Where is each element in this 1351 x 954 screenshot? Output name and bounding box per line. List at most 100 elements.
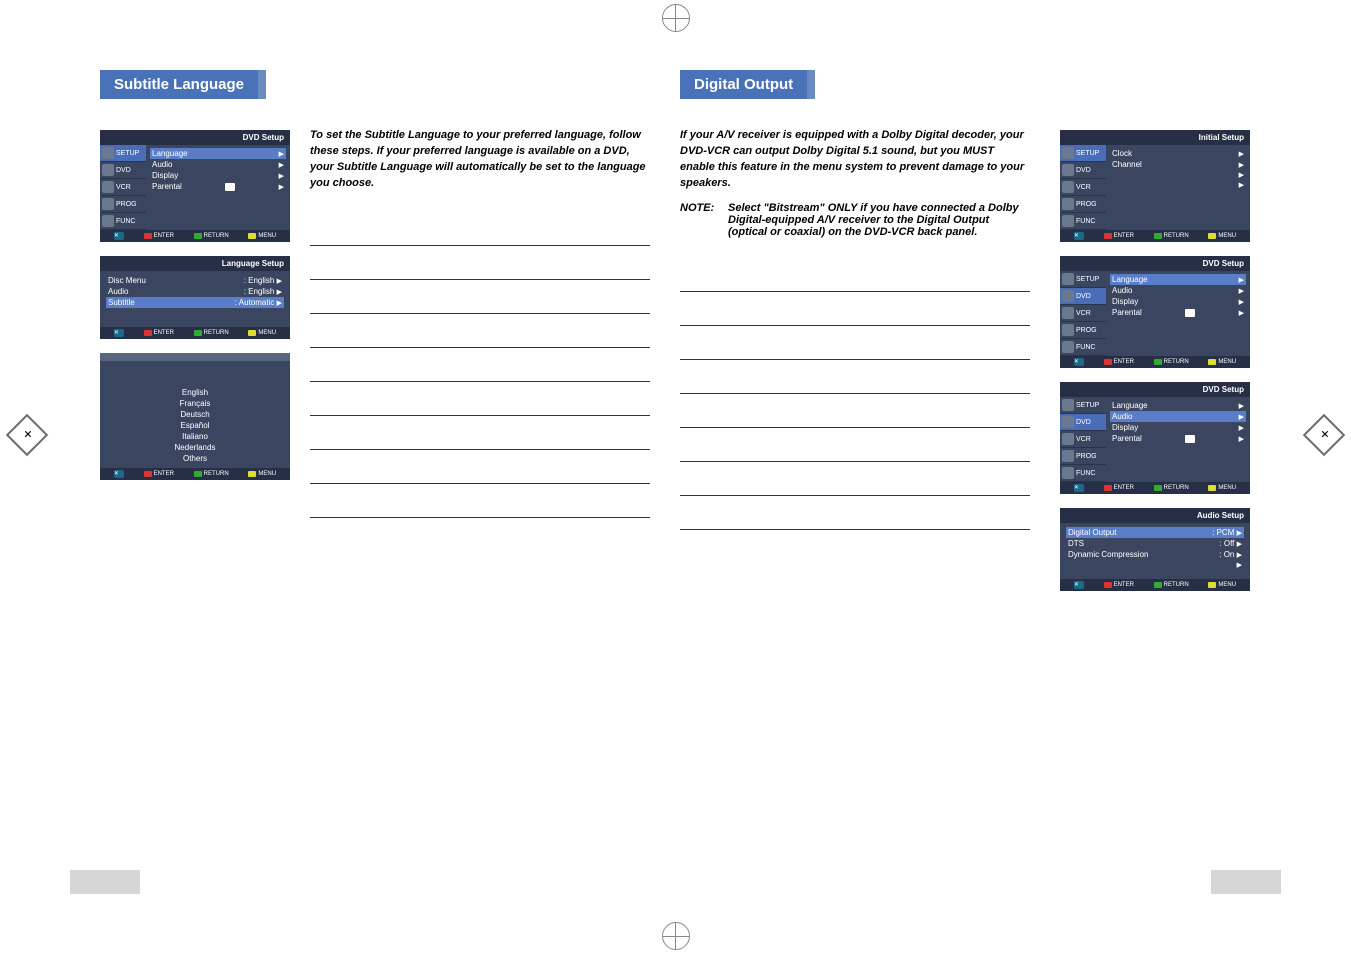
close-icon[interactable]: ✕ — [1074, 484, 1084, 492]
menu-row[interactable]: Dynamic Compression: On ▶ — [1066, 549, 1244, 560]
menu-row[interactable]: Channel▶ — [1110, 159, 1246, 170]
chevron-right-icon: ▶ — [277, 300, 282, 307]
sidebar-label: DVD — [116, 167, 131, 174]
screen-dvd-setup-audio: DVD Setup SETUP DVD VCR PROG FUNC Langua… — [1060, 382, 1250, 494]
sidebar-setup[interactable]: SETUP — [1060, 397, 1106, 414]
menu-row[interactable]: Audio: English ▶ — [106, 286, 284, 297]
menu-row[interactable]: Digital Output: PCM ▶ — [1066, 527, 1244, 538]
menu-label: Language — [1112, 401, 1148, 410]
menu-row[interactable]: Parental▶ — [1110, 307, 1246, 318]
menu-value: : PCM — [1212, 528, 1234, 537]
footer-return: RETURN — [204, 330, 229, 336]
sidebar-prog[interactable]: PROG — [1060, 322, 1106, 339]
menu-row[interactable]: Audio▶ — [1110, 285, 1246, 296]
panel-sidebar: SETUP DVD VCR PROG FUNC — [1060, 271, 1106, 356]
menu-row[interactable]: Display▶ — [1110, 296, 1246, 307]
digital-intro: If your A/V receiver is equipped with a … — [680, 128, 1030, 192]
sidebar-label: SETUP — [1076, 402, 1099, 409]
close-icon[interactable]: ✕ — [114, 329, 124, 337]
blank-lines-right — [680, 258, 1030, 530]
menu-label: Audio — [152, 160, 172, 169]
sidebar-func[interactable]: FUNC — [100, 213, 146, 230]
chevron-right-icon: ▶ — [279, 172, 284, 180]
sidebar-func[interactable]: FUNC — [1060, 213, 1106, 230]
note-block: NOTE: Select "Bitstream" ONLY if you hav… — [680, 202, 1030, 238]
section-header-subtitle: Subtitle Language — [100, 70, 266, 99]
sidebar-label: PROG — [116, 201, 137, 208]
right-text-col: If your A/V receiver is equipped with a … — [680, 128, 1030, 530]
sidebar-func[interactable]: FUNC — [1060, 339, 1106, 356]
sidebar-label: DVD — [1076, 419, 1091, 426]
sidebar-setup[interactable]: SETUP — [100, 145, 146, 162]
language-option[interactable]: Deutsch — [100, 409, 290, 420]
menu-row[interactable]: Display▶ — [1110, 422, 1246, 433]
menu-row[interactable]: Audio▶ — [150, 159, 286, 170]
language-list: English Français Deutsch Español Italian… — [100, 361, 290, 468]
screen-language-setup: Language Setup Disc Menu: English ▶ Audi… — [100, 256, 290, 339]
sidebar-dvd[interactable]: DVD — [100, 162, 146, 179]
lock-icon — [1185, 435, 1195, 443]
menu-value: : English — [244, 276, 275, 285]
lock-icon — [225, 183, 235, 191]
sidebar-dvd[interactable]: DVD — [1060, 414, 1106, 431]
sidebar-vcr[interactable]: VCR — [1060, 305, 1106, 322]
yellow-button-icon — [248, 233, 256, 239]
language-option[interactable]: Español — [100, 420, 290, 431]
menu-row[interactable]: Audio▶ — [1110, 411, 1246, 422]
panel-main: Digital Output: PCM ▶ DTS: Off ▶ Dynamic… — [1060, 523, 1250, 579]
menu-row[interactable]: Language▶ — [150, 148, 286, 159]
menu-label: Audio — [108, 287, 128, 296]
sidebar-label: DVD — [1076, 293, 1091, 300]
language-option[interactable]: Others — [100, 453, 290, 464]
menu-row[interactable]: Parental▶ — [150, 181, 286, 192]
close-icon[interactable]: ✕ — [114, 232, 124, 240]
sidebar-label: FUNC — [1076, 218, 1095, 225]
menu-row[interactable]: Display▶ — [150, 170, 286, 181]
sidebar-prog[interactable]: PROG — [100, 196, 146, 213]
panel-main: Language▶ Audio▶ Display▶ Parental▶ — [1106, 397, 1250, 482]
footer-return: RETURN — [1164, 485, 1189, 491]
close-icon[interactable]: ✕ — [1074, 581, 1084, 589]
menu-label: Language — [1112, 275, 1148, 284]
menu-row[interactable]: Language▶ — [1110, 274, 1246, 285]
close-icon[interactable]: ✕ — [1074, 232, 1084, 240]
sidebar-dvd[interactable]: DVD — [1060, 288, 1106, 305]
language-option[interactable]: Français — [100, 398, 290, 409]
footer-enter: ENTER — [1114, 233, 1134, 239]
language-option[interactable]: Italiano — [100, 431, 290, 442]
blank-lines-left — [310, 212, 650, 518]
sidebar-prog[interactable]: PROG — [1060, 448, 1106, 465]
footer-enter: ENTER — [154, 233, 174, 239]
panel-main: Language▶ Audio▶ Display▶ Parental▶ — [146, 145, 290, 230]
panel-header: DVD Setup — [1060, 256, 1250, 271]
sidebar-vcr[interactable]: VCR — [100, 179, 146, 196]
menu-row[interactable]: Parental▶ — [1110, 433, 1246, 444]
sidebar-setup[interactable]: SETUP — [1060, 145, 1106, 162]
panel-footer: ✕ ENTER RETURN MENU — [1060, 579, 1250, 591]
menu-label: Digital Output — [1068, 528, 1116, 537]
footer-enter: ENTER — [154, 471, 174, 477]
sidebar-dvd[interactable]: DVD — [1060, 162, 1106, 179]
menu-row[interactable]: DTS: Off ▶ — [1066, 538, 1244, 549]
sidebar-func[interactable]: FUNC — [1060, 465, 1106, 482]
menu-row[interactable]: Disc Menu: English ▶ — [106, 275, 284, 286]
sidebar-vcr[interactable]: VCR — [1060, 179, 1106, 196]
language-option[interactable]: Nederlands — [100, 442, 290, 453]
menu-value: : On — [1219, 550, 1234, 559]
menu-label: Clock — [1112, 149, 1132, 158]
sidebar-prog[interactable]: PROG — [1060, 196, 1106, 213]
footer-return: RETURN — [1164, 233, 1189, 239]
sidebar-setup[interactable]: SETUP — [1060, 271, 1106, 288]
sidebar-label: SETUP — [1076, 276, 1099, 283]
sidebar-vcr[interactable]: VCR — [1060, 431, 1106, 448]
panel-header: DVD Setup — [1060, 382, 1250, 397]
language-option[interactable]: English — [100, 387, 290, 398]
sidebar-label: SETUP — [1076, 150, 1099, 157]
close-icon[interactable]: ✕ — [114, 470, 124, 478]
menu-row[interactable]: Subtitle: Automatic ▶ — [106, 297, 284, 308]
menu-row[interactable]: Language▶ — [1110, 400, 1246, 411]
panel-main: Disc Menu: English ▶ Audio: English ▶ Su… — [100, 271, 290, 327]
menu-label: Display — [1112, 423, 1138, 432]
close-icon[interactable]: ✕ — [1074, 358, 1084, 366]
menu-row[interactable]: Clock▶ — [1110, 148, 1246, 159]
